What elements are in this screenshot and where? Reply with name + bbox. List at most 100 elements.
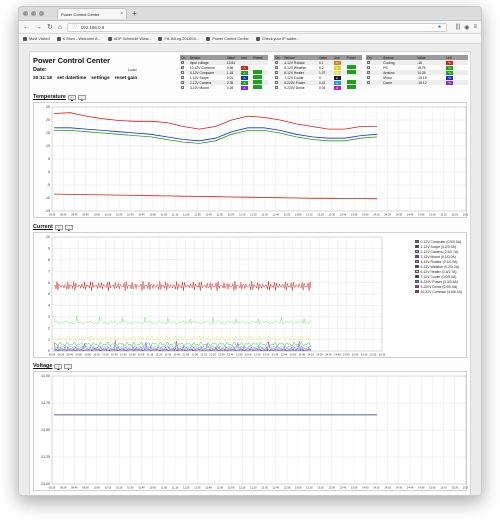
forward-icon[interactable]: →: [35, 23, 42, 31]
x-tick-label: 11:46: [205, 213, 212, 217]
legend-item[interactable]: 0-12V Computer (0.9/0.5A): [414, 239, 462, 244]
on-checkbox[interactable]: [367, 75, 370, 79]
on-checkbox[interactable]: [181, 65, 184, 69]
sensor-value: 0.66: [226, 65, 234, 70]
temperature-zoom-in-button[interactable]: +: [67, 94, 76, 100]
on-checkbox[interactable]: [275, 60, 278, 64]
on-checkbox-cell: [274, 80, 284, 85]
legend-item[interactable]: 5-12V Weather (0.2/0.2A): [414, 264, 462, 269]
legend-item[interactable]: 4-12V Rotator (0.1/0.0A): [414, 259, 462, 264]
reset-gain-link[interactable]: reset gain: [114, 76, 138, 81]
temperature-zoom-out-button[interactable]: -: [77, 94, 86, 100]
voltage-zoom-out-button[interactable]: -: [64, 363, 73, 369]
power-toggle[interactable]: [346, 85, 356, 89]
x-tick-label: 14:06: [298, 353, 305, 357]
on-checkbox[interactable]: [181, 70, 184, 74]
sensor-name: 3-12V Mount: [189, 85, 209, 90]
bookmark-item[interactable]: K Shen - Welcome A...: [56, 36, 101, 41]
home-icon[interactable]: ⌂: [57, 23, 63, 31]
menu-icon[interactable]: ≡: [473, 24, 477, 30]
x-tick-label: 14:56: [418, 213, 425, 217]
current-zoom-out-button[interactable]: -: [64, 224, 73, 230]
table-header-cell: Value: [225, 55, 240, 60]
power-toggle[interactable]: [253, 80, 263, 84]
x-tick-label: 13:36: [272, 353, 279, 357]
legend-item[interactable]: 6-12V Heater (0.3/1.7A): [414, 269, 462, 274]
x-tick-label: 10:46: [138, 486, 145, 490]
legend-item[interactable]: 7-12V Cooler (0.0/5.0A): [414, 274, 462, 279]
on-checkbox[interactable]: [275, 85, 278, 89]
x-tick-label: 13:46: [281, 353, 288, 357]
legend-item[interactable]: 1-12V Scope (0.2/0.0A): [414, 244, 462, 249]
bookmark-item[interactable]: Most Visited: [23, 36, 50, 41]
on-checkbox[interactable]: [367, 60, 370, 64]
on-checkbox[interactable]: [367, 80, 370, 84]
power-toggle[interactable]: [253, 70, 263, 74]
legend-item[interactable]: 2-12V Camera (2.5/2.7A): [414, 249, 462, 254]
back-icon[interactable]: ←: [23, 23, 30, 31]
on-checkbox[interactable]: [275, 75, 278, 79]
sensor-value: 0.41: [317, 80, 333, 85]
unit-badge: °C: [446, 70, 454, 75]
current-zoom-in-button[interactable]: +: [54, 224, 63, 230]
unit-cell: °C: [445, 65, 468, 70]
bookmark-item[interactable]: Power Control Center: [206, 36, 249, 41]
legend-item[interactable]: 8-220V Power (0.3/0.6A): [414, 279, 462, 284]
legend-item[interactable]: 10-12V Common (4.6/6.1A): [414, 289, 462, 294]
on-checkbox[interactable]: [275, 80, 278, 84]
x-tick-label: 14:46: [407, 486, 414, 490]
settings-link[interactable]: settings: [91, 76, 110, 81]
on-checkbox[interactable]: [367, 70, 370, 74]
reload-icon[interactable]: ↻: [47, 24, 53, 31]
table-row: 5-12V Weather 0.2 A: [274, 65, 362, 70]
info-icon[interactable]: ⓘ: [72, 24, 77, 29]
table-row: 7-12V Cooler 0 A: [274, 75, 362, 80]
voltage-heading: Voltage: [33, 363, 53, 369]
x-tick-label: 11:16: [172, 486, 179, 490]
on-checkbox[interactable]: [275, 65, 278, 69]
x-tick-label: 11:26: [183, 213, 190, 217]
sensor-name: Cooling: [382, 60, 417, 65]
browser-tab[interactable]: Power Control Center ×: [57, 8, 127, 19]
bookmark-item[interactable]: Fill-IMLog-2018/10...: [158, 36, 199, 41]
page-actions-icon[interactable]: ···: [430, 24, 435, 30]
x-tick-label: 10:16: [93, 353, 100, 357]
on-checkbox[interactable]: [181, 85, 184, 89]
set-datetime-link[interactable]: set date/time: [56, 76, 87, 81]
maximize-window-icon[interactable]: [39, 11, 44, 16]
account-icon[interactable]: ◉: [464, 24, 470, 31]
bookmark-star-icon[interactable]: ★: [437, 24, 442, 29]
minimize-window-icon[interactable]: [31, 11, 36, 16]
on-checkbox[interactable]: [181, 80, 184, 84]
power-toggle[interactable]: [346, 70, 356, 74]
on-checkbox[interactable]: [181, 60, 184, 64]
bookmark-item[interactable]: ADP Schedule Www...: [107, 36, 151, 41]
power-toggle[interactable]: [253, 85, 263, 89]
on-checkbox[interactable]: [275, 70, 278, 74]
x-tick-label: 13:06: [295, 486, 302, 490]
voltage-zoom-in-button[interactable]: +: [54, 363, 63, 369]
new-tab-icon[interactable]: +: [132, 9, 137, 18]
bookmark-item[interactable]: Check your IP addre...: [255, 36, 300, 41]
unit-badge: A: [333, 75, 341, 80]
x-tick-label: 11:56: [217, 486, 224, 490]
on-checkbox[interactable]: [181, 75, 184, 79]
power-toggle[interactable]: [346, 65, 356, 69]
library-icon[interactable]: |||: [455, 24, 461, 30]
x-tick-label: 13:46: [340, 486, 347, 490]
on-checkbox[interactable]: [367, 65, 370, 69]
x-tick-label: 10:26: [102, 353, 109, 357]
x-tick-label: 09:56: [82, 486, 89, 490]
x-tick-label: 14:06: [362, 213, 369, 217]
x-tick-label: 13:26: [317, 213, 324, 217]
power-toggle[interactable]: [346, 80, 356, 84]
legend-item[interactable]: 9-220V Dome (0.0/0.0A): [414, 284, 462, 289]
close-tab-icon[interactable]: ×: [120, 11, 123, 17]
url-bar[interactable]: ⓘ 192.168.0.8 ··· ★: [67, 22, 447, 32]
y-tick-label: -15: [45, 209, 50, 213]
power-toggle[interactable]: [253, 75, 263, 79]
x-tick-label: 10:36: [127, 213, 134, 217]
close-window-icon[interactable]: [23, 11, 28, 16]
x-tick-label: 13:06: [245, 353, 252, 357]
legend-item[interactable]: 3-12V Mount (0.1/0.0A): [414, 254, 462, 259]
